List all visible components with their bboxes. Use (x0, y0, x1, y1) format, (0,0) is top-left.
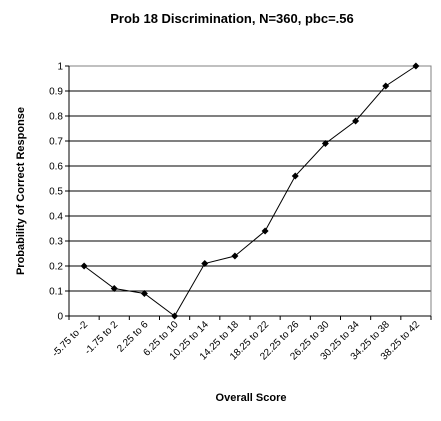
gridlines (69, 65, 431, 292)
y-tick-label: 0.3 (49, 237, 63, 248)
chart-title: Prob 18 Discrimination, N=360, pbc=.56 (110, 11, 353, 26)
y-axis-label: Probability of Correct Response (15, 107, 27, 275)
data-point (140, 290, 148, 297)
y-tick-label: 0 (57, 312, 63, 323)
data-point (80, 262, 88, 270)
data-point (291, 172, 299, 180)
x-axis-label: Overall Score (216, 392, 287, 404)
y-tick-label: 0.9 (49, 87, 63, 98)
data-points (80, 62, 420, 320)
data-point (261, 227, 269, 235)
y-tick-labels: 0 0.1 0.2 0.3 0.4 0.5 0.6 0.7 0.8 0.9 1 (49, 62, 63, 323)
y-tick-label: 0.1 (49, 287, 63, 298)
y-tick-label: 0.4 (49, 212, 63, 223)
y-tick-label: 0.5 (49, 187, 63, 198)
y-tick-label: 0.2 (49, 262, 63, 273)
data-point (321, 140, 329, 147)
data-point (352, 117, 360, 125)
x-tick-labels: -5.75 to -2-1.75 to 22.25 to 66.25 to 10… (50, 319, 422, 362)
series-line (83, 65, 417, 317)
x-tick-label: -1.75 to 2 (83, 319, 121, 357)
data-point (201, 260, 209, 267)
data-point (171, 312, 179, 320)
data-point (110, 285, 118, 292)
axes (65, 65, 432, 320)
y-tick-label: 1 (57, 62, 63, 73)
data-point (412, 62, 420, 70)
x-tick-label: -5.75 to -2 (50, 319, 90, 359)
y-tick-label: 0.8 (49, 112, 63, 123)
data-point (231, 252, 239, 260)
y-tick-label: 0.7 (49, 137, 63, 148)
data-point (382, 82, 390, 90)
y-tick-label: 0.6 (49, 162, 63, 173)
